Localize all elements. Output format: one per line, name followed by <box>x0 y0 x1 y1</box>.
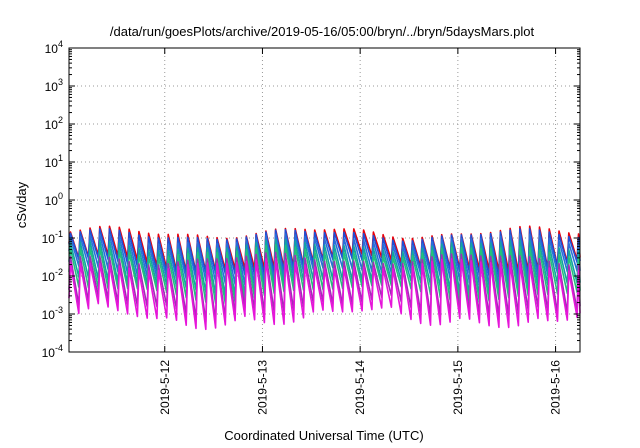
x-tick-label: 2019-5-14 <box>353 360 367 415</box>
y-tick-label: 103 <box>45 77 63 94</box>
axis-ticks: 10-4 10-3 10-2 10-1 100 101 102 103 104 2019-5-12… <box>42 39 580 415</box>
series-line <box>68 258 581 331</box>
x-tick-label: 2019-5-13 <box>255 360 269 415</box>
y-tick-label: 101 <box>45 153 63 170</box>
x-axis-label: Coordinated Universal Time (UTC) <box>224 428 423 443</box>
y-axis-label: cSv/day <box>14 181 29 228</box>
chart-title: /data/run/goesPlots/archive/2019-05-16/0… <box>110 24 535 39</box>
x-tick-label: 2019-5-12 <box>158 360 172 415</box>
plot-frame <box>68 47 581 353</box>
y-tick-label: 100 <box>45 191 63 208</box>
y-tick-label: 104 <box>45 39 63 56</box>
x-tick-label: 2019-5-15 <box>451 360 465 415</box>
y-tick-label: 10-1 <box>42 229 63 246</box>
grid <box>69 48 580 352</box>
y-tick-label: 10-2 <box>42 267 63 284</box>
y-tick-label: 10-3 <box>42 305 63 322</box>
y-tick-label: 10-4 <box>42 343 63 360</box>
y-tick-label: 102 <box>45 115 63 132</box>
x-tick-label: 2019-5-16 <box>549 360 563 415</box>
series-group <box>68 225 581 331</box>
